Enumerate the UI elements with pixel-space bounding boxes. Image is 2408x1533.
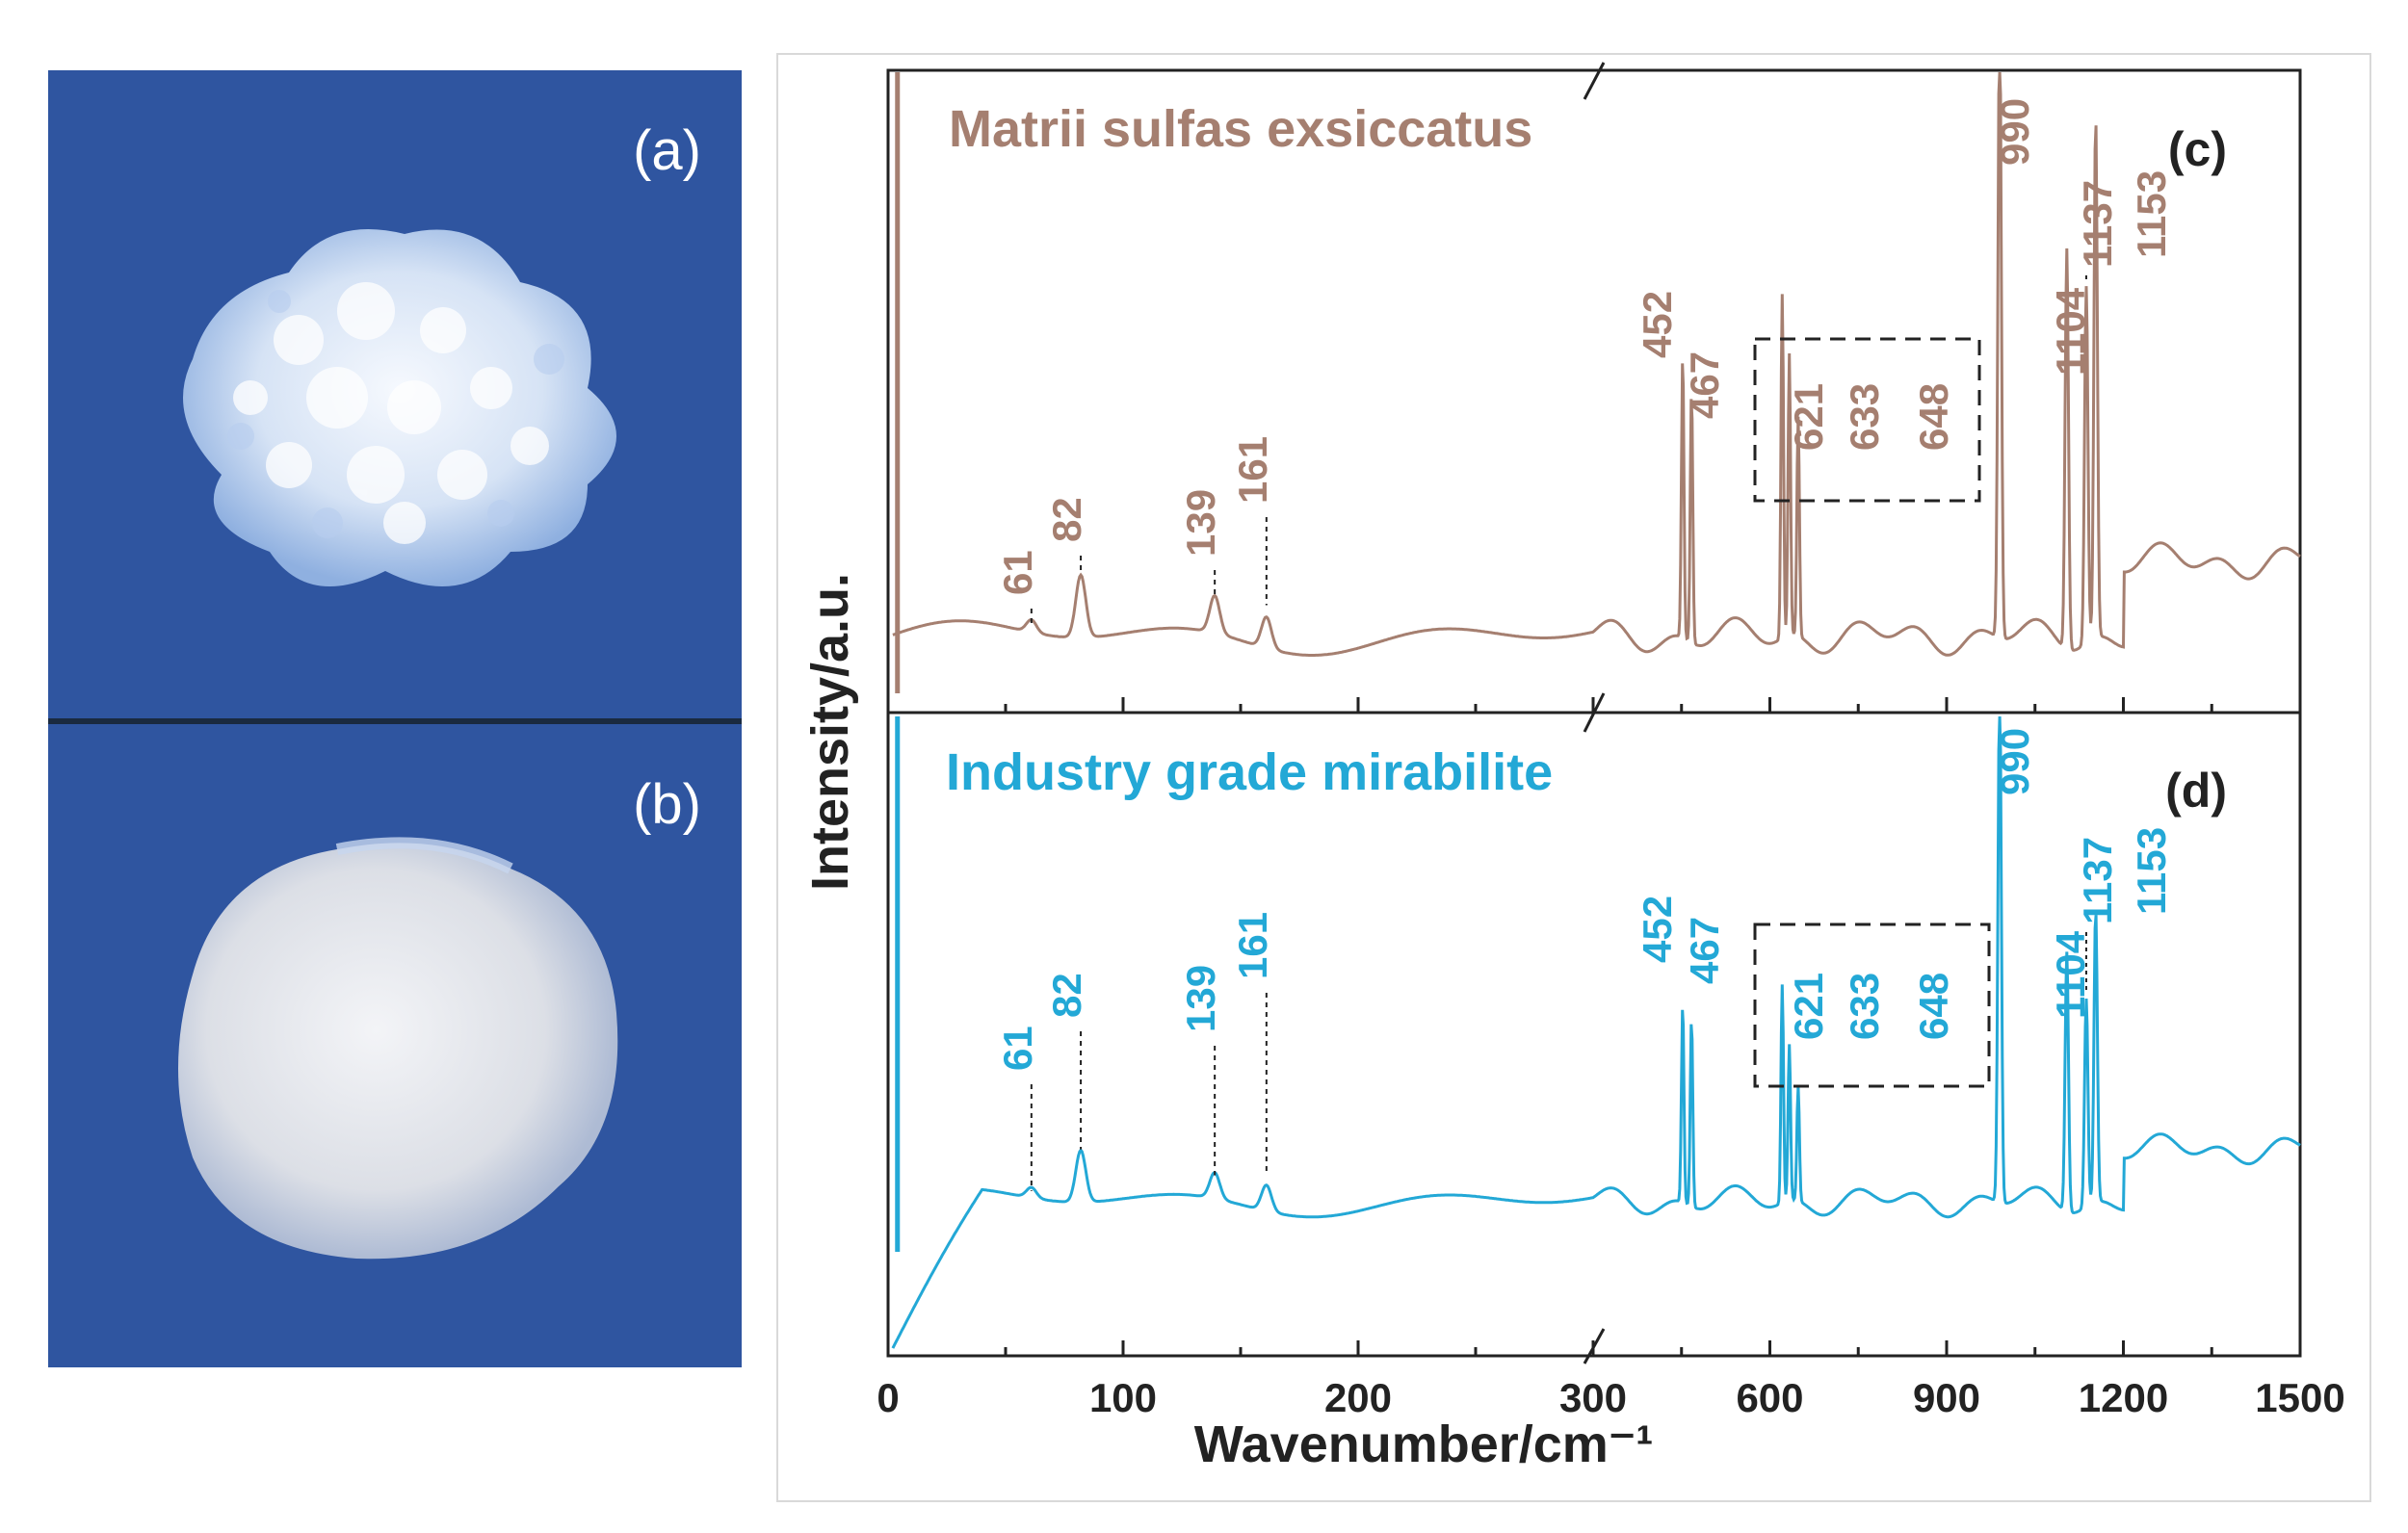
crystal-cluster-image <box>183 229 616 586</box>
peak-label: 990 <box>1992 98 2037 166</box>
peak-label: 467 <box>1682 351 1727 419</box>
peak-label: 82 <box>1044 973 1089 1018</box>
highlight-box <box>1753 337 1981 503</box>
peak-label: 648 <box>1911 973 1956 1040</box>
x-tick-label: 0 <box>877 1375 899 1420</box>
y-axis-label: Intensity/a.u. <box>801 573 859 891</box>
panel-tag: (d) <box>2165 764 2227 818</box>
peak-label: 633 <box>1842 383 1887 451</box>
peak-label: 633 <box>1842 973 1887 1040</box>
peak-label: 1137 <box>2075 837 2120 924</box>
peak-label: 1104 <box>2048 287 2093 376</box>
photo-panel-a: (a) <box>48 70 742 720</box>
x-tick-label: 1200 <box>2079 1375 2168 1420</box>
peak-label: 621 <box>1786 383 1831 451</box>
peak-label: 648 <box>1911 383 1956 451</box>
peak-label: 1137 <box>2075 180 2120 268</box>
powder-mound-image <box>178 837 618 1260</box>
x-tick-label: 100 <box>1089 1375 1157 1420</box>
x-tick-label: 900 <box>1913 1375 1980 1420</box>
peak-label: 621 <box>1786 973 1831 1040</box>
peak-label: 1153 <box>2129 827 2174 915</box>
peak-label: 990 <box>1992 728 2037 795</box>
series-title: Matrii sulfas exsiccatus <box>949 100 1532 158</box>
photo-divider <box>48 718 742 724</box>
peak-label: 139 <box>1178 965 1223 1032</box>
spectrum-line <box>891 715 2301 1349</box>
photo-a-label: (a) <box>633 119 701 182</box>
panel-tag: (c) <box>2168 122 2227 176</box>
peak-label: 82 <box>1044 497 1089 542</box>
photo-b-label: (b) <box>633 773 701 836</box>
series-title: Industry grade mirabilite <box>946 743 1553 801</box>
peak-label: 61 <box>995 550 1040 595</box>
peak-label: 139 <box>1178 489 1223 557</box>
photo-panel-b: (b) <box>48 724 742 1367</box>
x-tick-label: 200 <box>1324 1375 1392 1420</box>
x-tick-label: 300 <box>1559 1375 1627 1420</box>
x-axis-label: Wavenumber/cm⁻¹ <box>1194 1416 1654 1473</box>
highlight-box <box>1753 922 1991 1088</box>
peak-label: 61 <box>995 1026 1040 1071</box>
peak-label: 467 <box>1682 917 1727 984</box>
x-tick-label: 1500 <box>2255 1375 2344 1420</box>
peak-label: 452 <box>1635 291 1680 358</box>
peak-label: 161 <box>1230 436 1275 504</box>
peak-label: 1153 <box>2129 170 2174 258</box>
peak-label: 161 <box>1230 912 1275 979</box>
peak-label: 452 <box>1635 896 1680 963</box>
chart-frame <box>776 53 2371 1502</box>
spectrum-line <box>892 71 2301 657</box>
peak-label: 1104 <box>2048 930 2093 1019</box>
axis-break-mark <box>1583 62 1606 100</box>
x-tick-label: 600 <box>1736 1375 1803 1420</box>
